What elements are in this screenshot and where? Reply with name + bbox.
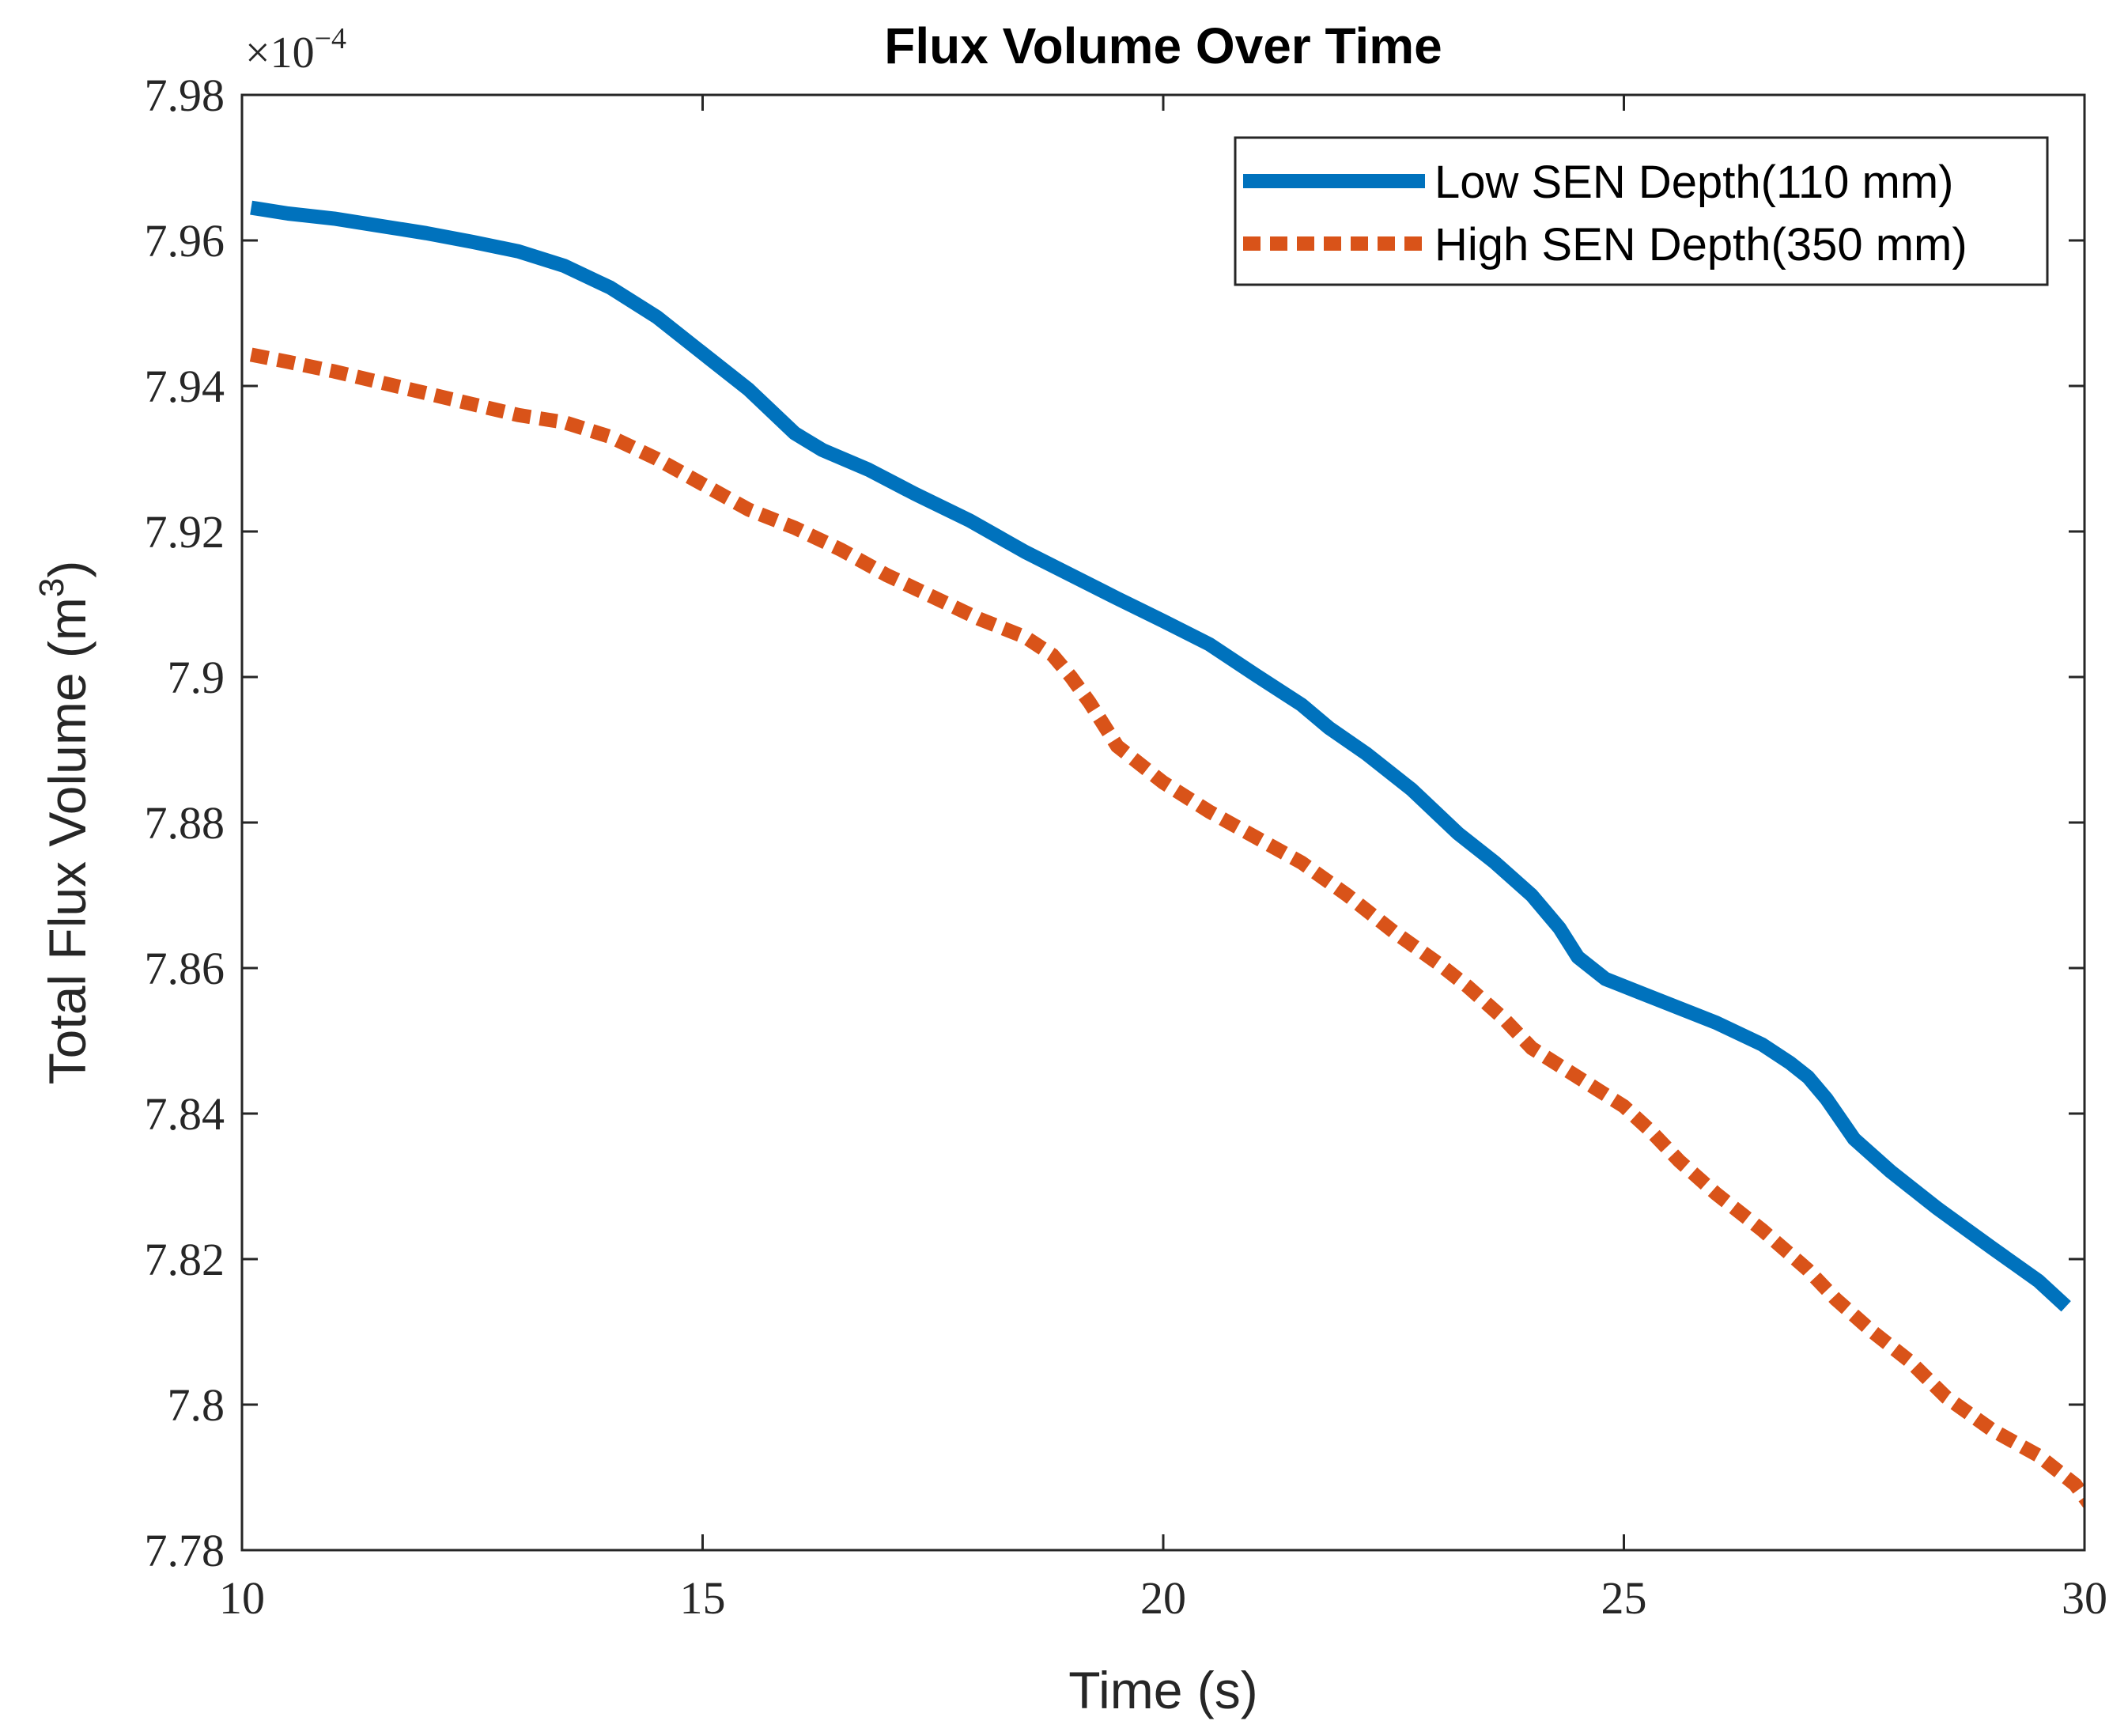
y-tick-label: 7.78 [145,1525,225,1576]
x-tick-label: 10 [219,1572,265,1624]
series-layer [249,200,2085,1510]
y-axis-label-superscript: 3 [32,578,71,597]
y-multiplier: ×10−4 [245,22,346,78]
x-tick-label: 30 [2062,1572,2107,1624]
y-tick-label: 7.98 [145,70,225,121]
x-tick-labels: 10 15 20 25 30 [219,1572,2107,1624]
y-tick-label: 7.8 [168,1379,225,1431]
y-tick-label: 7.82 [145,1234,225,1285]
x-tick-label: 15 [680,1572,726,1624]
legend-label-low-sen: Low SEN Depth(110 mm) [1434,157,1954,208]
y-axis-label: Total Flux Volume (m3) [32,561,96,1085]
y-multiplier-base: ×10 [245,28,315,78]
y-tick-label: 7.9 [168,652,225,703]
y-tick-label: 7.96 [145,215,225,267]
y-tick-label: 7.92 [145,506,225,558]
y-axis-label-main: Total Flux Volume (m [38,597,96,1084]
legend-box [1234,136,2049,286]
plot-frame [240,93,2086,1552]
plot-area [242,95,2085,1550]
y-tick-label: 7.84 [145,1088,225,1140]
x-tick-label: 20 [1140,1572,1186,1624]
x-axis-label: Time (s) [1068,1661,1258,1719]
x-tick-label: 25 [1601,1572,1647,1624]
y-tick-label: 7.88 [145,797,225,849]
series-line-low-sen [250,200,2071,1312]
y-tick-labels: 7.78 7.8 7.82 7.84 7.86 7.88 7.9 7.92 7.94 7.96 7.… [145,70,225,1576]
y-tick-label: 7.86 [145,943,225,994]
y-axis-label-suffix: ) [38,561,96,578]
legend: Low SEN Depth(110 mm) High SEN Depth(350… [1234,136,2049,286]
legend-label-high-sen: High SEN Depth(350 mm) [1434,219,1967,270]
series-line-high-sen [249,347,2085,1510]
y-tick-label: 7.94 [145,361,225,412]
chart-title: Flux Volume Over Time [884,17,1442,74]
y-multiplier-exponent: −4 [315,22,346,55]
